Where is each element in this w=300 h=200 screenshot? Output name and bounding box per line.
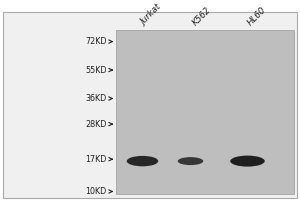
Text: HL60: HL60 <box>246 5 268 27</box>
Text: 72KD: 72KD <box>85 37 106 46</box>
Text: K562: K562 <box>190 5 212 27</box>
FancyBboxPatch shape <box>3 12 297 198</box>
Ellipse shape <box>230 156 265 167</box>
Text: Jurkat: Jurkat <box>140 3 164 27</box>
Text: 17KD: 17KD <box>85 155 106 164</box>
Text: 55KD: 55KD <box>85 66 106 75</box>
Ellipse shape <box>178 157 203 165</box>
Text: 36KD: 36KD <box>85 94 106 103</box>
FancyBboxPatch shape <box>116 30 294 194</box>
Text: 10KD: 10KD <box>85 187 106 196</box>
Ellipse shape <box>127 156 158 166</box>
Text: 28KD: 28KD <box>85 120 106 129</box>
